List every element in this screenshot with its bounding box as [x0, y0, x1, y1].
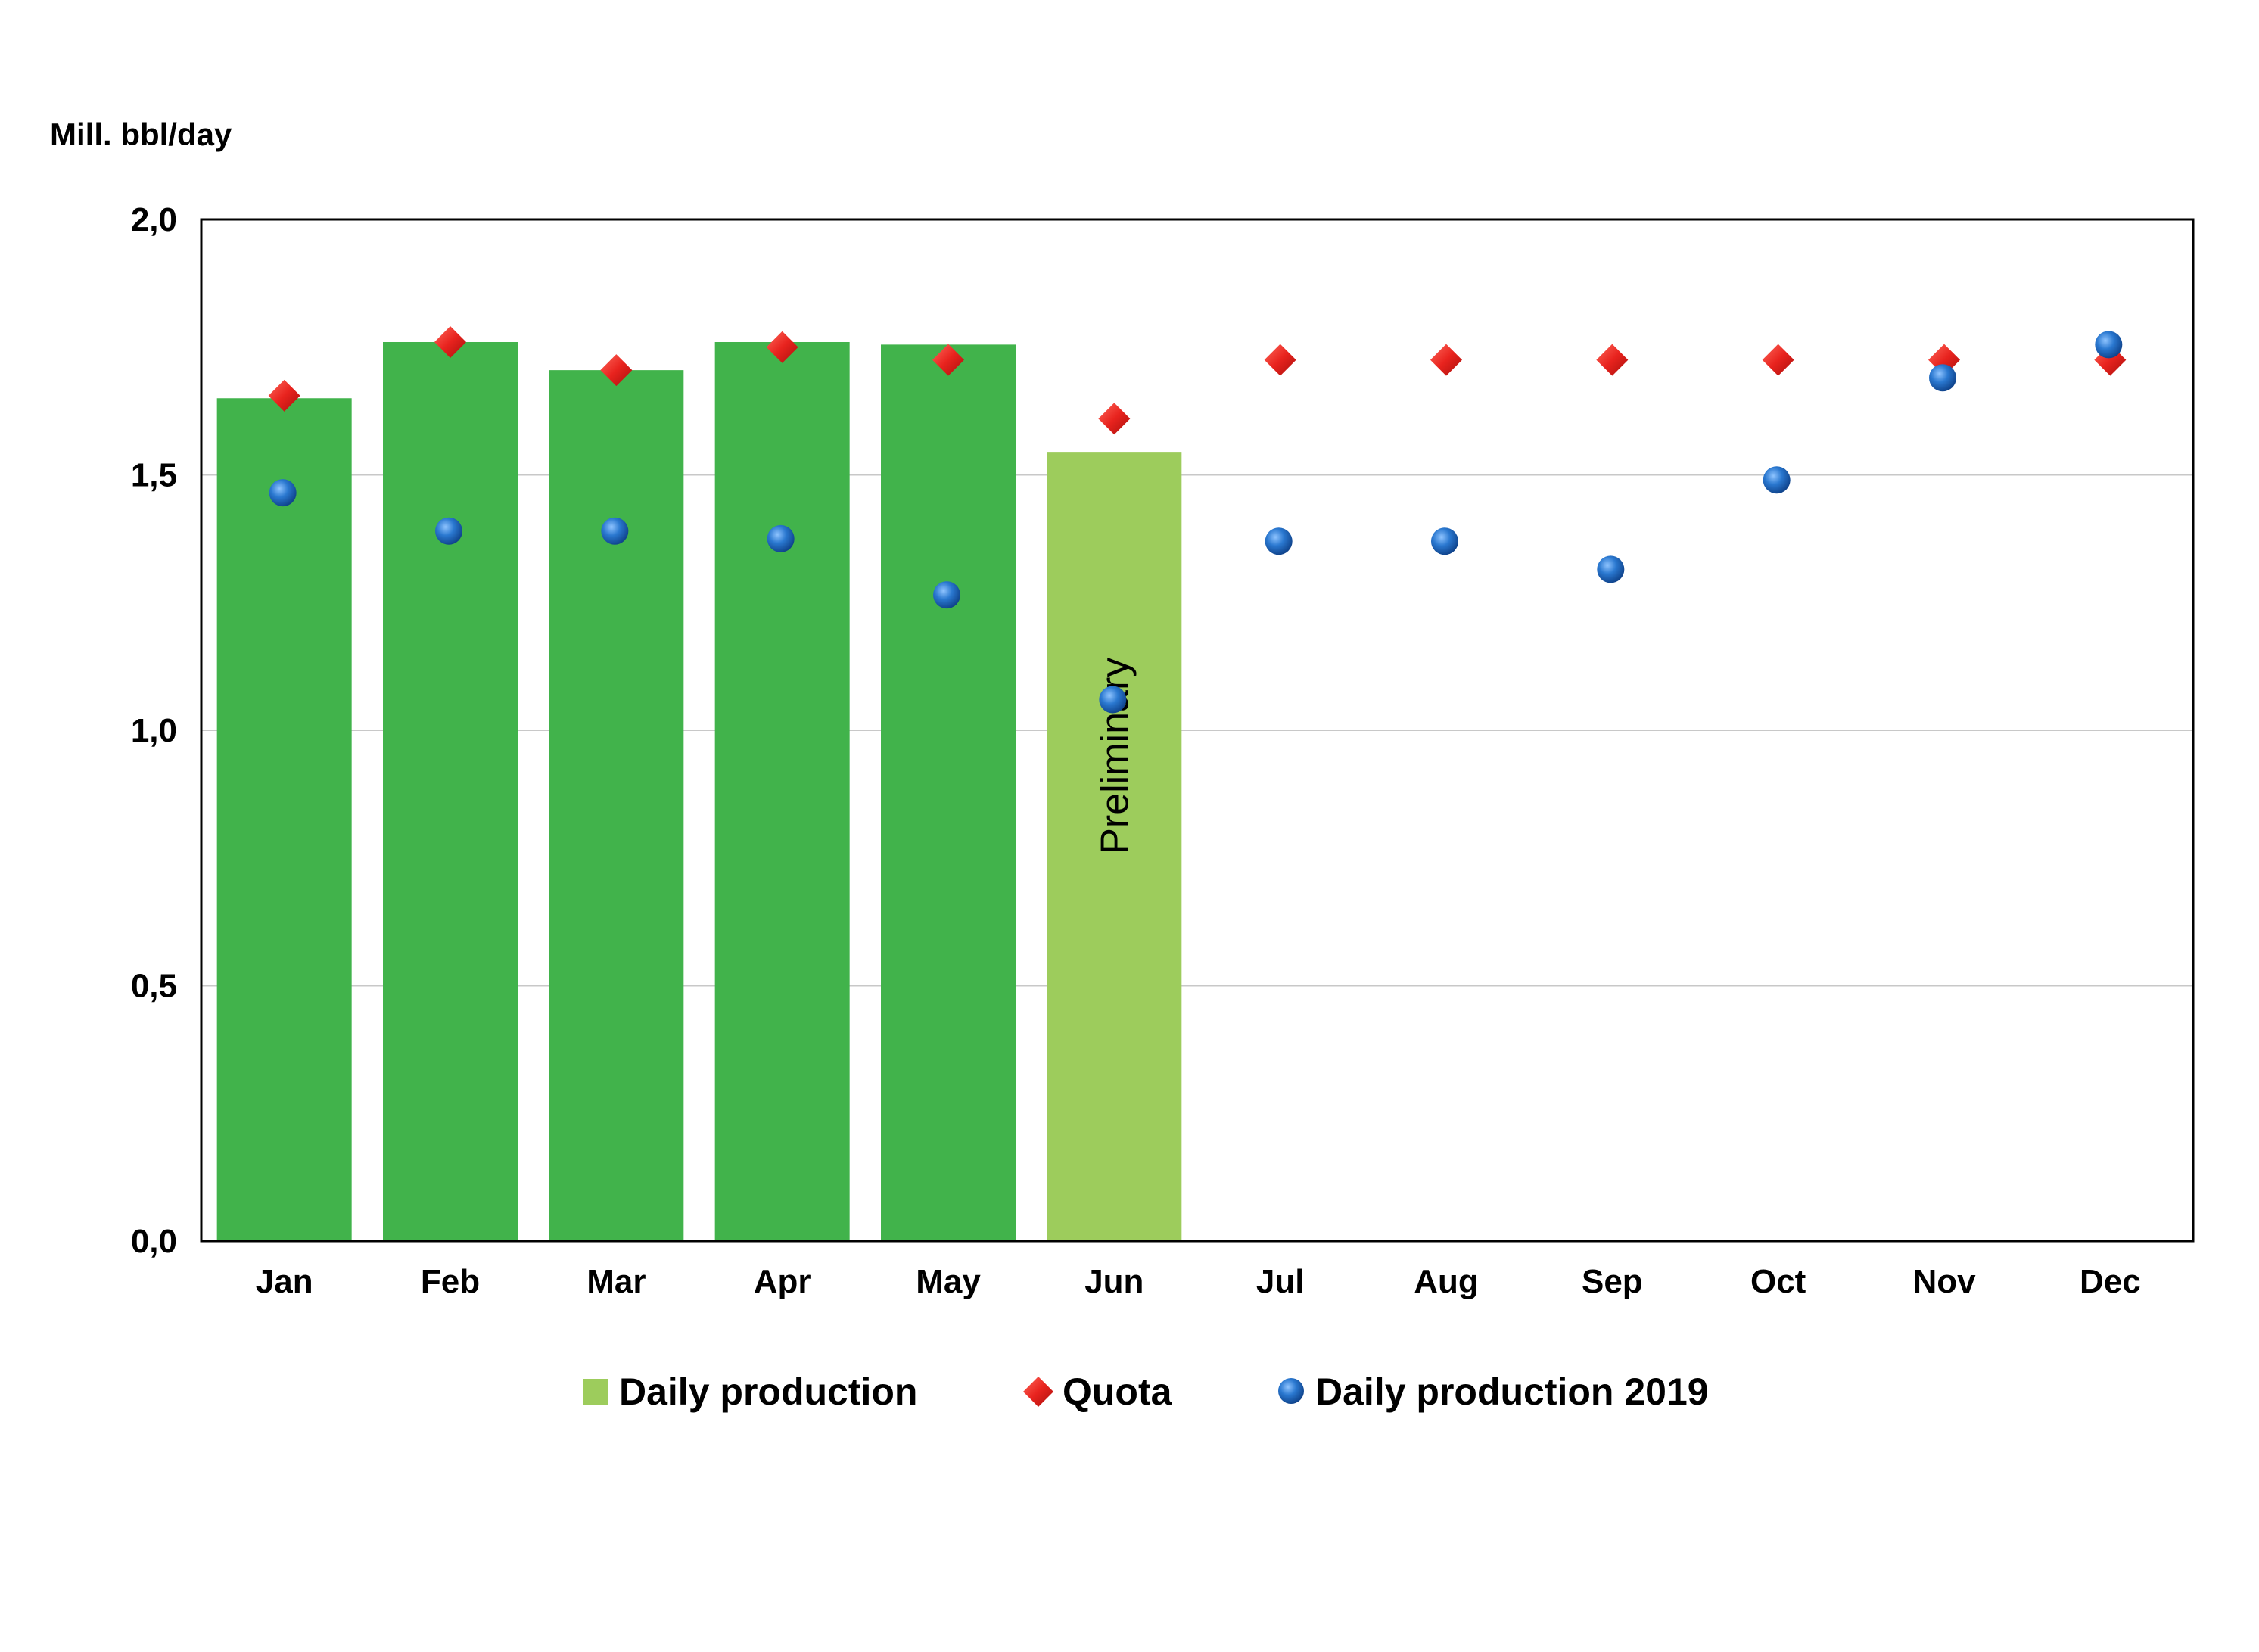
legend-swatch-quota: [1023, 1377, 1053, 1407]
bar: [881, 344, 1016, 1241]
y-tick-label: 2,0: [131, 201, 177, 238]
quota-marker: [268, 379, 300, 412]
x-tick-label: Jul: [1256, 1263, 1305, 1300]
x-tick-label: Mar: [587, 1263, 646, 1300]
x-tick-label: May: [916, 1263, 981, 1300]
production-2019-marker: [1597, 555, 1625, 583]
quota-marker: [1430, 344, 1462, 376]
y-unit-label: Mill. bbl/day: [50, 117, 232, 152]
production-2019-marker: [1929, 364, 1956, 392]
production-2019-marker: [1099, 686, 1127, 714]
bar: [1047, 452, 1182, 1241]
x-tick-label: Aug: [1414, 1263, 1479, 1300]
production-2019-marker: [2095, 331, 2123, 359]
quota-marker: [600, 354, 633, 387]
x-tick-label: Oct: [1750, 1263, 1806, 1300]
x-axis-ticks: Jan Feb Mar Apr May Jun Jul Aug Sep Oct Nov Dec: [256, 1263, 2141, 1300]
y-tick-label: 0,5: [131, 968, 177, 1005]
quota-marker: [932, 344, 964, 376]
legend-label-daily-production-2019: Daily production 2019: [1315, 1370, 1709, 1413]
production-2019-marker: [601, 517, 629, 545]
quota-marker: [766, 331, 798, 363]
bar: [383, 342, 518, 1241]
production-2019-marker: [767, 524, 795, 552]
x-tick-label: Feb: [421, 1263, 480, 1300]
markers-quota: [268, 326, 2127, 435]
production-2019-marker: [1265, 527, 1293, 555]
legend-swatch-daily-production: [583, 1379, 608, 1405]
x-tick-label: Apr: [754, 1263, 811, 1300]
quota-marker: [1264, 344, 1296, 376]
gridlines: [201, 474, 2193, 987]
quota-marker: [1762, 344, 1794, 376]
quota-marker: [1596, 344, 1629, 376]
x-tick-label: Nov: [1912, 1263, 1976, 1300]
x-tick-label: Jun: [1084, 1263, 1144, 1300]
production-2019-marker: [1431, 527, 1458, 555]
y-tick-label: 1,0: [131, 712, 177, 749]
bar: [549, 370, 684, 1241]
y-tick-label: 0,0: [131, 1223, 177, 1260]
x-tick-label: Jan: [256, 1263, 313, 1300]
markers-daily-production-2019: [269, 331, 2123, 714]
y-axis-ticks: 0,0 0,5 1,0 1,5 2,0: [131, 201, 177, 1260]
plot-area-frame: [200, 218, 2195, 1243]
bar: [216, 398, 352, 1241]
production-2019-marker: [269, 479, 297, 507]
quota-marker: [434, 326, 466, 358]
x-tick-label: Sep: [1582, 1263, 1643, 1300]
bar: [714, 342, 850, 1241]
legend: Daily production Quota Daily production …: [583, 1370, 1709, 1413]
legend-label-quota: Quota: [1063, 1370, 1173, 1413]
bars-daily-production: [216, 342, 1182, 1241]
x-tick-label: Dec: [2080, 1263, 2141, 1300]
quota-marker: [1098, 403, 1131, 435]
legend-label-daily-production: Daily production: [619, 1370, 917, 1413]
production-2019-marker: [933, 581, 960, 609]
production-2019-marker: [1763, 466, 1791, 494]
production-2019-marker: [435, 517, 462, 545]
legend-swatch-daily-production-2019: [1278, 1378, 1304, 1404]
y-tick-label: 1,5: [131, 457, 177, 494]
